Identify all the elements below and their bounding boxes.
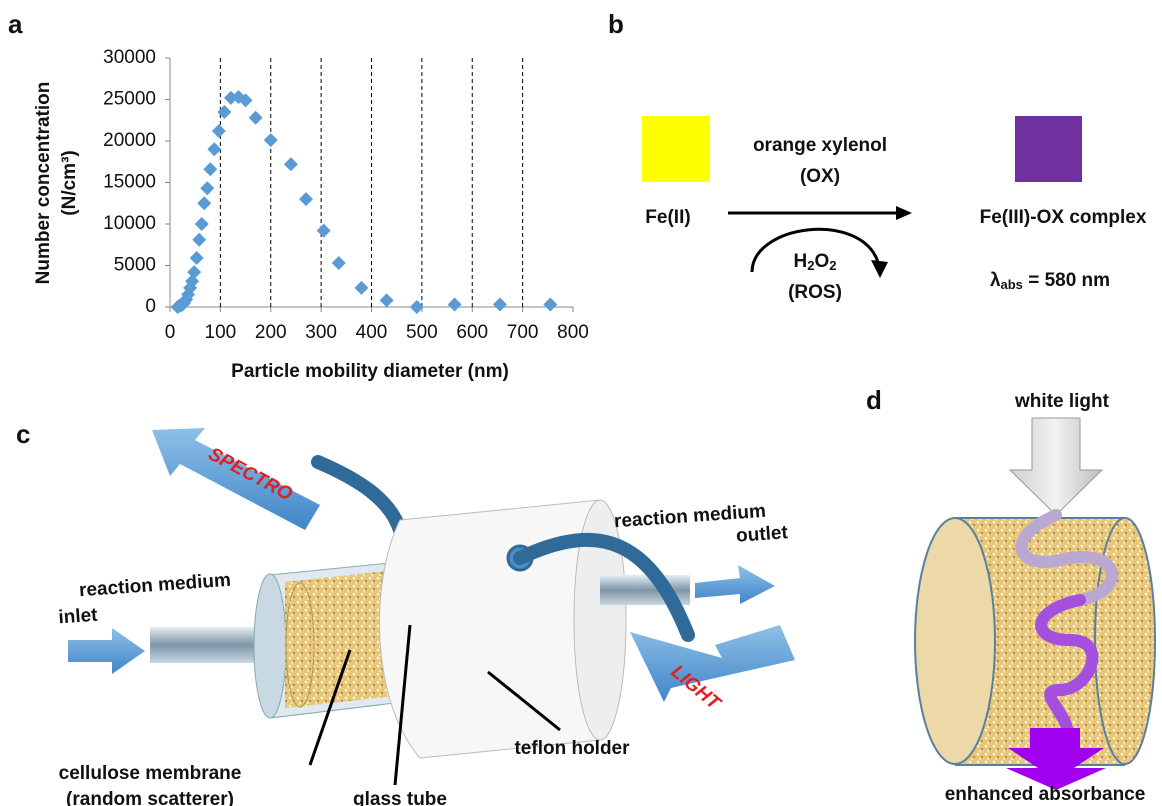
x-tick-label: 800 (557, 322, 589, 343)
point (207, 142, 221, 156)
light-arrow (1010, 418, 1102, 515)
figure: a b c d Particle mobility diameter (nm) … (0, 0, 1162, 806)
panel-label: a (8, 9, 23, 39)
point (217, 105, 231, 119)
point (212, 124, 226, 138)
arrow-head (896, 206, 912, 220)
fiber (318, 462, 400, 530)
cylinder-face (915, 518, 995, 764)
x-tick-label: 0 (165, 322, 176, 343)
spectro-arrow (152, 428, 320, 530)
text: H (794, 251, 808, 272)
point (200, 181, 214, 195)
membrane-label: (random scatterer) (66, 789, 234, 806)
outlet-label: outlet (735, 522, 789, 547)
y-tick-label: 30000 (103, 47, 156, 68)
inlet-label: reaction medium (78, 570, 231, 602)
subscript: abs (1001, 277, 1023, 292)
subscript: 2 (829, 258, 836, 273)
y-tick-label: 5000 (114, 255, 156, 276)
y-tick-label: 0 (145, 296, 156, 317)
point (332, 256, 346, 270)
x-tick-label: 100 (205, 322, 237, 343)
top-label: white light (1014, 391, 1110, 412)
point (249, 111, 263, 125)
reactant: Fe(II) (645, 207, 690, 228)
point (299, 192, 313, 206)
x-tick-label: 600 (456, 322, 488, 343)
point (190, 251, 204, 265)
point (192, 233, 206, 247)
subscript: 2 (807, 258, 814, 273)
x-tick-label: 700 (507, 322, 539, 343)
membrane-end (286, 583, 314, 707)
reagent: orange xylenol (753, 135, 887, 156)
absorbance: λabs = 580 nm (990, 270, 1110, 292)
inlet-label: inlet (58, 605, 99, 629)
tube-label: glass tube (353, 789, 447, 806)
panel-label: d (866, 385, 882, 415)
point (195, 217, 209, 231)
point (197, 196, 211, 210)
glass-tube-end (254, 574, 286, 718)
y-tick-label: 10000 (103, 213, 156, 234)
x-tick-label: 400 (356, 322, 388, 343)
point (543, 298, 557, 312)
holder-label: teflon holder (514, 738, 630, 759)
point (354, 281, 368, 295)
arrow-head (871, 260, 888, 278)
x-tick-label: 300 (305, 322, 337, 343)
device-diagram: SPECTRO LIGHT reaction medium outlet rea… (58, 428, 795, 806)
x-tick-label: 200 (255, 322, 287, 343)
point (187, 265, 201, 279)
y-tick-label: 25000 (103, 89, 156, 110)
oxidant-note: (ROS) (788, 282, 842, 303)
reagent: (OX) (800, 166, 840, 187)
y-tick-label: 20000 (103, 130, 156, 151)
x-axis-label: Particle mobility diameter (nm) (231, 361, 509, 382)
bottom-label: enhanced absorbance (945, 784, 1146, 805)
purple-swatch (1015, 116, 1082, 182)
y-axis-label: Number concentration (33, 82, 54, 285)
point (380, 293, 394, 307)
inlet-arrow (68, 628, 145, 674)
point (493, 298, 507, 312)
text: = 580 nm (1023, 270, 1110, 291)
membrane-label: cellulose membrane (59, 763, 242, 784)
point (284, 157, 298, 171)
y-tick-label: 15000 (103, 172, 156, 193)
point (264, 133, 278, 147)
cylinder-end (1095, 518, 1155, 764)
point (448, 298, 462, 312)
oxidant: H2O2 (794, 251, 837, 273)
outlet-arrow (695, 565, 775, 604)
point (203, 162, 217, 176)
reaction-scheme: orange xylenol (OX) Fe(II) Fe(III)-OX co… (642, 116, 1147, 303)
point (317, 224, 331, 238)
scattering-diagram: white light enhanced absorbance (915, 391, 1155, 805)
text: λ (990, 270, 1001, 291)
panel-label: b (608, 9, 624, 39)
panel-label: c (16, 419, 30, 449)
x-tick-label: 500 (406, 322, 438, 343)
text: O (814, 251, 829, 272)
product: Fe(III)-OX complex (980, 207, 1147, 228)
scatter-chart: Particle mobility diameter (nm) Number c… (33, 47, 589, 382)
yellow-swatch (642, 116, 710, 182)
y-axis-label: (N/cm³) (59, 150, 80, 215)
